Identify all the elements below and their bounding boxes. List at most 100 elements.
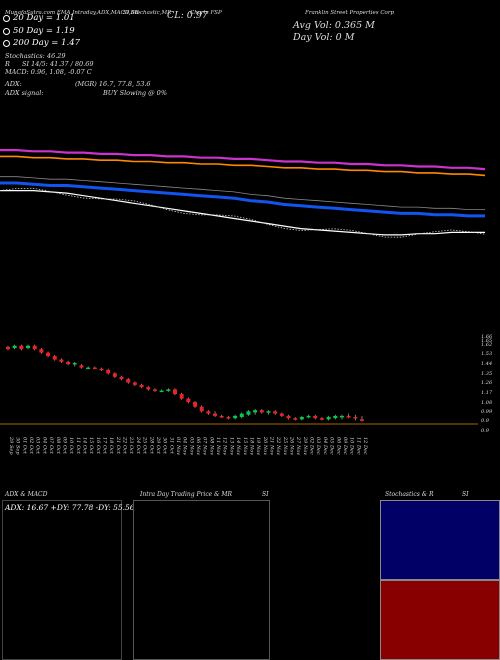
candle-body xyxy=(219,415,224,418)
date-tick-label: 09 Dec xyxy=(342,437,348,455)
adx-signal-label: ADX signal: xyxy=(5,89,44,97)
legend-marker-50 xyxy=(3,28,10,35)
candle-body xyxy=(286,415,291,419)
price-axis-tick: 1.44 xyxy=(481,361,492,367)
date-tick-label: 10 Oct xyxy=(68,437,74,455)
date-tick-label: 13 Nov xyxy=(228,437,234,455)
date-tick-label: 31 Oct xyxy=(168,437,174,455)
date-tick-label: 05 Dec xyxy=(329,437,335,455)
date-tick-label: 04 Dec xyxy=(322,437,328,455)
candle-body xyxy=(266,411,271,413)
candle-body xyxy=(119,376,124,380)
candle-body xyxy=(66,361,71,365)
candle-body xyxy=(293,418,298,420)
symbol-label: Charts FSP xyxy=(190,10,222,16)
company-name: Franklin Street Properties Corp xyxy=(305,10,394,16)
date-tick-label: 24 Oct xyxy=(135,436,141,455)
date-tick-label: 04 Nov xyxy=(182,437,188,455)
date-tick-label: 22 Oct xyxy=(122,436,128,455)
candle-body xyxy=(353,417,358,419)
candle-body xyxy=(213,413,218,416)
date-tick-label: 29 Oct xyxy=(155,436,161,455)
price-axis-tick: 1.17 xyxy=(481,390,493,396)
date-tick-label: 28 Oct xyxy=(148,436,154,455)
date-tick-label: 30 Oct xyxy=(162,437,168,455)
ema20-line xyxy=(0,190,485,236)
candle-body xyxy=(6,346,10,350)
date-tick-label: 18 Nov xyxy=(248,437,254,455)
price-axis-tick: 0.9 xyxy=(481,418,490,424)
price-axis-tick: 1.08 xyxy=(481,400,492,406)
si-prefix: R xyxy=(5,60,10,68)
ema200-line xyxy=(0,155,486,177)
date-tick-label: 11 Nov xyxy=(215,437,221,455)
price-axis-tick: 1.65 xyxy=(481,338,492,344)
date-tick-label: 14 Nov xyxy=(235,437,241,455)
candle-body xyxy=(339,415,344,418)
date-tick-label: 16 Oct xyxy=(95,437,101,455)
intraday-panel-title: Intra Day Trading Price & MR xyxy=(140,491,233,498)
stoch-panel-title: Stochastics & R xyxy=(385,491,434,498)
candle-body xyxy=(46,352,51,357)
date-tick-label: 11 Dec xyxy=(355,437,361,455)
close-label: CL: 0.97 xyxy=(167,10,208,21)
date-tick-label: 11 Oct xyxy=(75,437,81,455)
price-axis-tick: 1.62 xyxy=(481,342,492,348)
legend-200-day: 200 Day = 1.47 xyxy=(13,38,81,48)
date-tick-label: 02 Oct xyxy=(28,437,34,455)
candle-body xyxy=(152,389,157,391)
candle-body xyxy=(299,417,304,420)
candle-body xyxy=(199,406,204,412)
candle-body xyxy=(132,382,137,385)
date-tick-label: 15 Oct xyxy=(88,437,94,455)
candle-body xyxy=(139,384,144,388)
candle-body xyxy=(19,345,24,350)
rsi-panel xyxy=(380,580,500,660)
candle-body xyxy=(360,419,364,421)
candle-body xyxy=(246,411,251,415)
avg-volume: Avg Vol: 0.365 M xyxy=(293,20,375,31)
candle-body xyxy=(106,369,111,374)
date-tick-label: 06 Nov xyxy=(195,437,201,455)
candle-body xyxy=(326,417,331,420)
adx-panel: ADX: 16.67 +DY: 77.78 -DY: 55.56 xyxy=(2,500,135,660)
candle-body xyxy=(193,402,198,407)
candle-body xyxy=(59,359,64,362)
date-tick-label: 21 Oct xyxy=(115,436,121,455)
date-tick-label: 04 Oct xyxy=(41,437,47,455)
date-tick-label: 23 Oct xyxy=(128,436,134,455)
candle-body xyxy=(112,373,117,377)
adx-label: ADX: xyxy=(5,80,22,88)
candle-body xyxy=(346,415,351,418)
candle-body xyxy=(39,349,44,353)
stochastics-readout: Stochastics: 46.29 xyxy=(5,52,66,60)
candle-body xyxy=(206,411,211,414)
date-tick-label: 08 Oct xyxy=(55,437,61,455)
date-tick-label: 08 Nov xyxy=(208,437,214,455)
day-volume: Day Vol: 0 M xyxy=(293,32,355,43)
adx-values: ADX: 16.67 +DY: 77.78 -DY: 55.56 xyxy=(5,503,135,512)
candle-body xyxy=(313,415,318,419)
candle-body xyxy=(79,365,84,368)
price-axis-tick: 1.26 xyxy=(481,380,493,386)
candle-body xyxy=(172,389,177,395)
candle-body xyxy=(159,390,164,393)
intraday-si-label: SI xyxy=(262,491,269,498)
candle-body xyxy=(86,367,91,370)
candle-body xyxy=(32,345,37,350)
candle-body xyxy=(126,379,131,383)
legend-50-day: 50 Day = 1.19 xyxy=(13,26,75,36)
date-tick-label: 10 Dec xyxy=(349,437,355,455)
adx-readout: (MGR) 16.7, 77.8, 53.6 xyxy=(75,80,151,88)
candle-body xyxy=(239,413,244,418)
candle-body xyxy=(226,417,231,419)
candle-body xyxy=(259,410,264,413)
date-tick-label: 27 Nov xyxy=(295,436,301,455)
price-axis-tick: 0.9 xyxy=(481,428,490,434)
legend-marker-20 xyxy=(3,15,10,22)
header-strip: MunafaSutra.com EMA Intraday,ADX,MACD,BB xyxy=(5,10,139,16)
candle-body xyxy=(233,415,238,419)
date-tick-label: 03 Dec xyxy=(315,437,321,455)
candle-body xyxy=(26,345,31,349)
header-strip-2: SI,Stochastic,MR xyxy=(123,10,172,16)
